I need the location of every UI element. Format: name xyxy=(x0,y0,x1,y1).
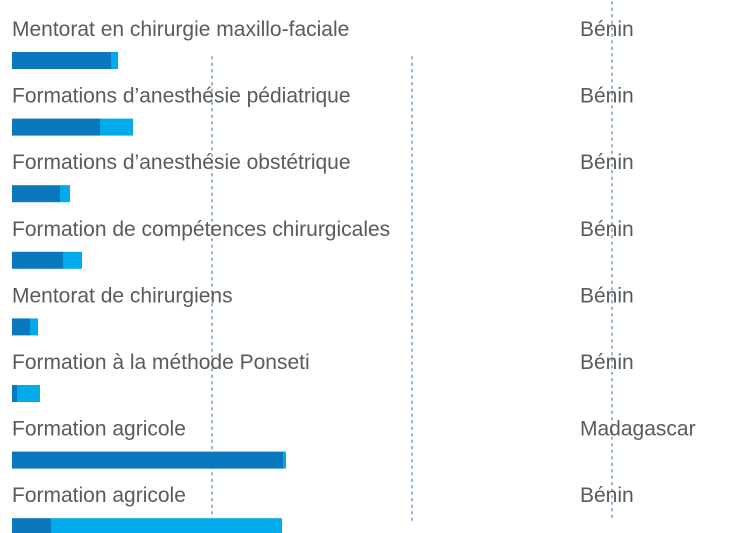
bar-segment xyxy=(60,185,70,203)
bar-segment xyxy=(63,251,82,269)
category-label: Formation de compétences chirurgicales xyxy=(12,218,390,241)
bar-segment xyxy=(12,318,30,336)
bar-segment xyxy=(12,52,111,69)
bar-segment xyxy=(12,118,100,136)
bar-segment xyxy=(100,118,133,136)
category-label: Formations d’anesthésie pédiatrique xyxy=(12,85,351,108)
category-label: Mentorat de chirurgiens xyxy=(12,284,233,307)
bar-segment xyxy=(12,518,51,533)
country-label: Madagascar xyxy=(580,418,696,441)
bar-segment xyxy=(17,385,40,402)
bar-segment xyxy=(283,451,286,469)
bar-segment xyxy=(12,451,283,469)
bar-segment xyxy=(12,385,17,402)
category-label: Formation agricole xyxy=(12,418,186,441)
category-label: Mentorat en chirurgie maxillo-faciale xyxy=(12,18,349,41)
country-label: Bénin xyxy=(580,151,634,174)
bar-segment xyxy=(111,52,118,69)
bar-segment xyxy=(12,185,60,203)
bar-segment xyxy=(51,518,282,533)
country-label: Bénin xyxy=(580,18,634,41)
bar-segment xyxy=(30,318,38,336)
bar-segment xyxy=(12,251,63,269)
country-label: Bénin xyxy=(580,218,634,241)
category-label: Formation à la méthode Ponseti xyxy=(12,351,310,374)
category-label: Formations d’anesthésie obstétrique xyxy=(12,151,351,174)
country-label: Bénin xyxy=(580,85,634,108)
category-label: Formation agricole xyxy=(12,484,186,507)
country-label: Bénin xyxy=(580,284,634,307)
country-label: Bénin xyxy=(580,484,634,507)
country-label: Bénin xyxy=(580,351,634,374)
